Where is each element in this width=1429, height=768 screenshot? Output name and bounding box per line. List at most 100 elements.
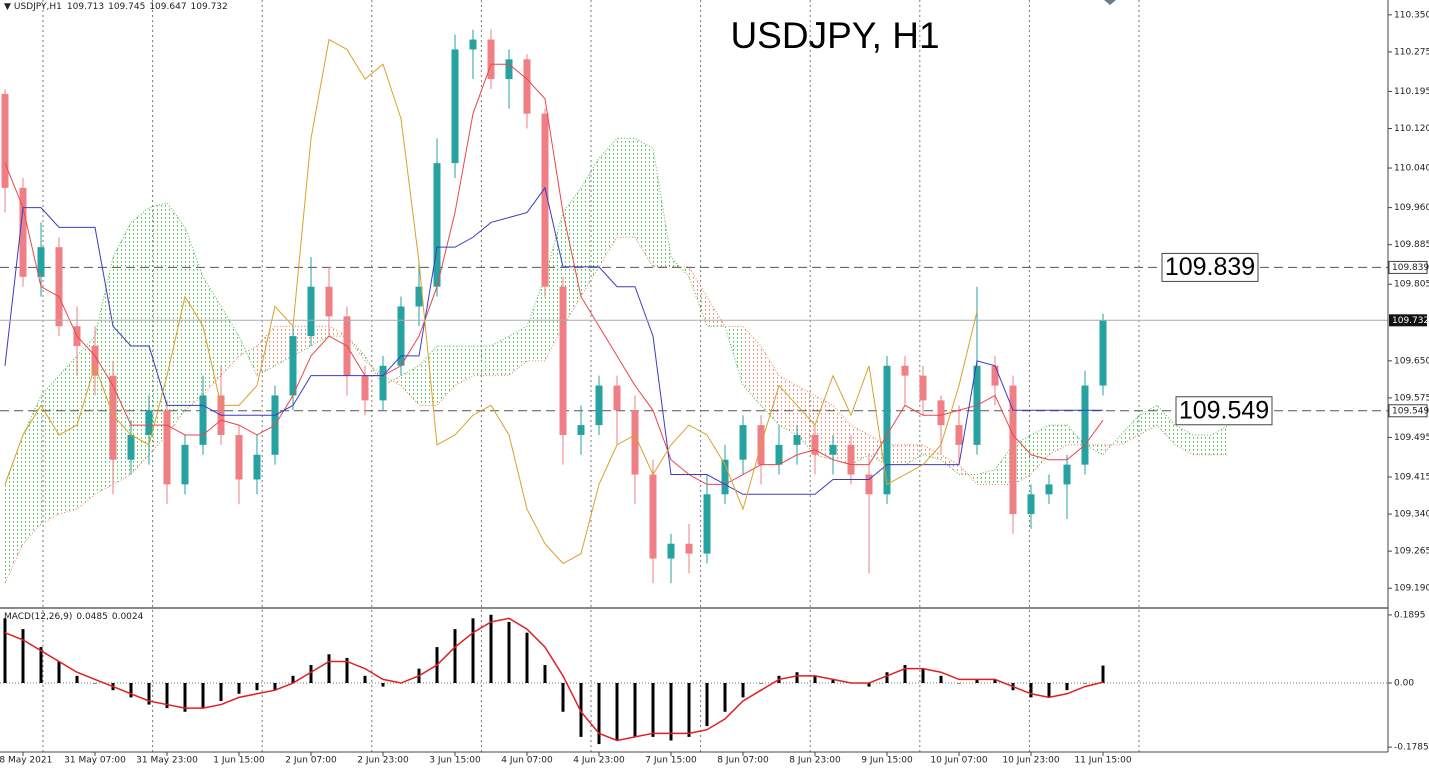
signal-value: 0.0024 [112,612,144,622]
macd-bar [1065,683,1069,691]
macd-bar [21,629,25,684]
cloud-fill [1193,434,1211,455]
y-tick-label: 110.350 [1394,10,1429,20]
macd-bar [453,629,457,684]
macd-bar [867,683,871,687]
candle-body [451,49,459,164]
macd-bar [219,683,223,701]
indicator-line [4,186,1103,495]
macd-bar [687,683,691,737]
macd-bar [471,618,475,684]
macd-bar [579,683,583,737]
candle-body [1099,320,1107,386]
macd-bar [597,683,601,745]
y-tick-label: -0.1785 [1394,743,1429,753]
cloud-fill [797,385,815,455]
cloud-fill [185,227,203,411]
candle-body [361,375,369,401]
macd-bar [561,683,565,712]
cloud-fill [689,266,707,327]
level-axis-label: 109.549 [1392,406,1429,416]
candle-body [145,410,153,435]
cloud-fill [851,425,869,465]
x-tick-label: 11 Jun 15:00 [1074,756,1131,766]
price-axis-label: 109.732 [1392,316,1429,326]
shift-marker [1104,0,1116,5]
candle-body [181,444,189,485]
macd-bar [723,683,727,712]
y-tick-label: 109.495 [1394,433,1429,443]
level-label: 109.839 [1165,253,1255,281]
cloud-fill [977,469,995,485]
macd-bar [237,683,241,694]
macd-bar [993,679,997,684]
candle-body [847,444,855,475]
cloud-fill [311,326,329,347]
quote-low: 109.647 [149,2,186,12]
candle-body [865,474,873,495]
macd-bar [309,665,313,684]
candle-body [595,385,603,426]
cloud-fill [1049,425,1067,455]
macd-bar [93,683,97,684]
level-box [1175,396,1273,426]
macd-bar [57,661,61,684]
candle-body [577,425,585,435]
y-tick-label: 110.040 [1394,164,1429,174]
level-label: 109.549 [1179,396,1269,424]
candle-body [163,410,171,485]
x-tick-label: 9 Jun 15:00 [861,756,913,766]
macd-bar [957,683,961,684]
candle-body [1063,464,1071,485]
candle-body [1081,385,1089,465]
cloud-fill [833,405,851,465]
x-tick-label: 1 Jun 15:00 [213,756,265,766]
macd-bar [39,647,43,684]
candle-body [1,93,9,188]
cloud-fill [59,355,77,515]
y-tick-label: 109.885 [1394,240,1429,250]
macd-bar [525,632,529,684]
macd-bar [183,683,187,712]
macd-bar [381,683,385,687]
macd-bar [633,683,637,737]
candle-body [631,410,639,475]
x-tick-label: 4 Jun 23:00 [573,756,625,766]
candle-body [775,444,783,465]
x-tick-label: 10 Jun 23:00 [1002,756,1059,766]
macd-bar [363,675,367,684]
x-tick-label: 31 May 07:00 [64,756,126,766]
macd-bar [1083,683,1087,684]
indicator-line [4,63,1104,485]
cloud-fill [887,444,905,465]
cloud-fill [167,202,185,435]
cloud-fill [563,187,581,327]
macd-bar [75,675,79,684]
macd-bar [543,665,547,684]
macd-bar [3,618,7,684]
x-tick-label: 7 Jun 15:00 [645,756,697,766]
macd-bar [327,654,331,684]
y-tick-label: 109.190 [1394,584,1429,594]
candle-body [991,365,999,386]
candle-body [739,425,747,460]
candle-body [829,444,837,455]
cloud-fill [923,444,941,460]
candle-body [613,385,621,411]
cloud-fill [545,212,563,361]
candle-body [1027,494,1035,515]
cloud-fill [131,207,149,475]
x-tick-label: 4 Jun 07:00 [501,756,553,766]
cloud-fill [221,306,239,376]
macd-bar [975,679,979,684]
cloud-fill [635,138,653,267]
y-tick-label: 109.265 [1394,547,1429,557]
candle-body [883,365,891,495]
quote-open: 109.713 [67,2,104,12]
macd-bar [669,683,673,741]
y-tick-label: 109.415 [1394,472,1429,482]
macd-bar [813,675,817,684]
x-tick-label: 28 May 2021 [0,756,52,766]
candle-body [37,247,45,277]
